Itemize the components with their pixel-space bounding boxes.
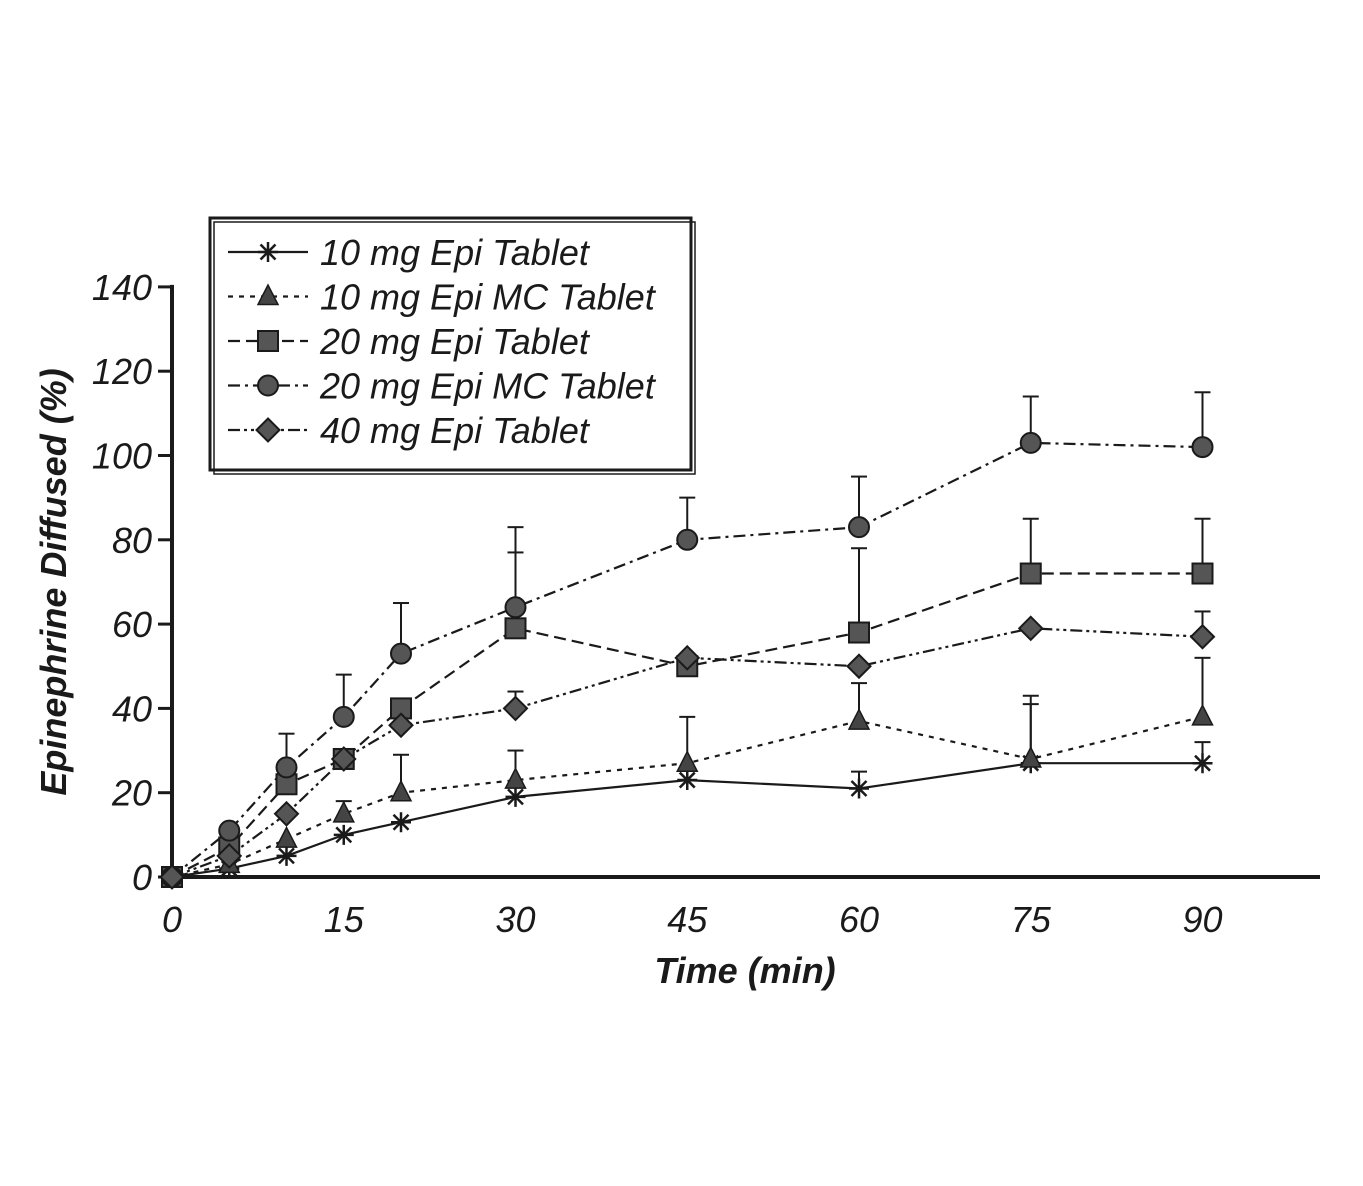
legend-marker-20-mg-epi-mc-tablet: [258, 376, 278, 396]
data-point-20-mg-epi-mc-tablet: [277, 757, 297, 777]
legend-label-40-mg-epi-tablet: 40 mg Epi Tablet: [320, 410, 591, 451]
y-tick-label: 40: [112, 688, 152, 729]
data-point-20-mg-epi-mc-tablet: [391, 644, 411, 664]
data-point-10-mg-epi-tablet: [334, 825, 354, 845]
data-point-10-mg-epi-mc-tablet: [277, 828, 297, 848]
x-tick-label: 75: [1011, 899, 1052, 940]
legend-label-20-mg-epi-mc-tablet: 20 mg Epi MC Tablet: [319, 366, 657, 407]
y-tick-label: 140: [92, 267, 152, 308]
y-tick-label: 120: [92, 351, 152, 392]
y-tick-label: 80: [112, 520, 152, 561]
y-tick-label: 60: [112, 604, 152, 645]
x-tick-label: 30: [495, 899, 535, 940]
data-point-10-mg-epi-tablet: [1193, 753, 1213, 773]
data-point-20-mg-epi-mc-tablet: [506, 597, 526, 617]
data-point-20-mg-epi-tablet: [1021, 564, 1041, 584]
x-tick-label: 60: [839, 899, 879, 940]
legend-label-10-mg-epi-tablet: 10 mg Epi Tablet: [320, 232, 591, 273]
data-point-20-mg-epi-mc-tablet: [849, 517, 869, 537]
y-tick-label: 0: [132, 857, 152, 898]
data-point-40-mg-epi-tablet: [504, 697, 527, 720]
x-tick-label: 45: [667, 899, 708, 940]
data-point-10-mg-epi-tablet: [277, 846, 297, 866]
data-point-10-mg-epi-tablet: [677, 770, 697, 790]
data-point-20-mg-epi-mc-tablet: [677, 530, 697, 550]
legend-marker-10-mg-epi-tablet: [258, 242, 278, 262]
data-point-10-mg-epi-mc-tablet: [1193, 705, 1213, 725]
data-point-20-mg-epi-mc-tablet: [1193, 437, 1213, 457]
data-point-40-mg-epi-tablet: [1019, 617, 1042, 640]
legend-label-10-mg-epi-mc-tablet: 10 mg Epi MC Tablet: [320, 277, 657, 318]
y-axis-title: Epinephrine Diffused (%): [33, 368, 74, 795]
data-point-10-mg-epi-tablet: [506, 787, 526, 807]
data-point-20-mg-epi-tablet: [1193, 564, 1213, 584]
y-tick-label: 20: [111, 773, 152, 814]
legend-label-20-mg-epi-tablet: 20 mg Epi Tablet: [319, 321, 591, 362]
data-point-40-mg-epi-tablet: [848, 655, 871, 678]
x-tick-label: 0: [162, 899, 182, 940]
x-tick-label: 15: [324, 899, 365, 940]
data-point-10-mg-epi-mc-tablet: [849, 710, 869, 730]
data-point-40-mg-epi-tablet: [1191, 625, 1214, 648]
y-tick-label: 100: [92, 436, 152, 477]
data-point-10-mg-epi-tablet: [391, 812, 411, 832]
data-point-10-mg-epi-tablet: [849, 778, 869, 798]
data-point-20-mg-epi-mc-tablet: [1021, 433, 1041, 453]
data-point-10-mg-epi-mc-tablet: [391, 781, 411, 801]
x-axis-title: Time (min): [654, 950, 835, 991]
x-tick-label: 90: [1182, 899, 1222, 940]
legend-marker-20-mg-epi-tablet: [258, 331, 278, 351]
data-point-20-mg-epi-tablet: [849, 623, 869, 643]
data-point-20-mg-epi-tablet: [506, 618, 526, 638]
legend: 10 mg Epi Tablet10 mg Epi MC Tablet20 mg…: [210, 218, 695, 474]
data-point-20-mg-epi-mc-tablet: [219, 821, 239, 841]
data-point-20-mg-epi-mc-tablet: [334, 707, 354, 727]
